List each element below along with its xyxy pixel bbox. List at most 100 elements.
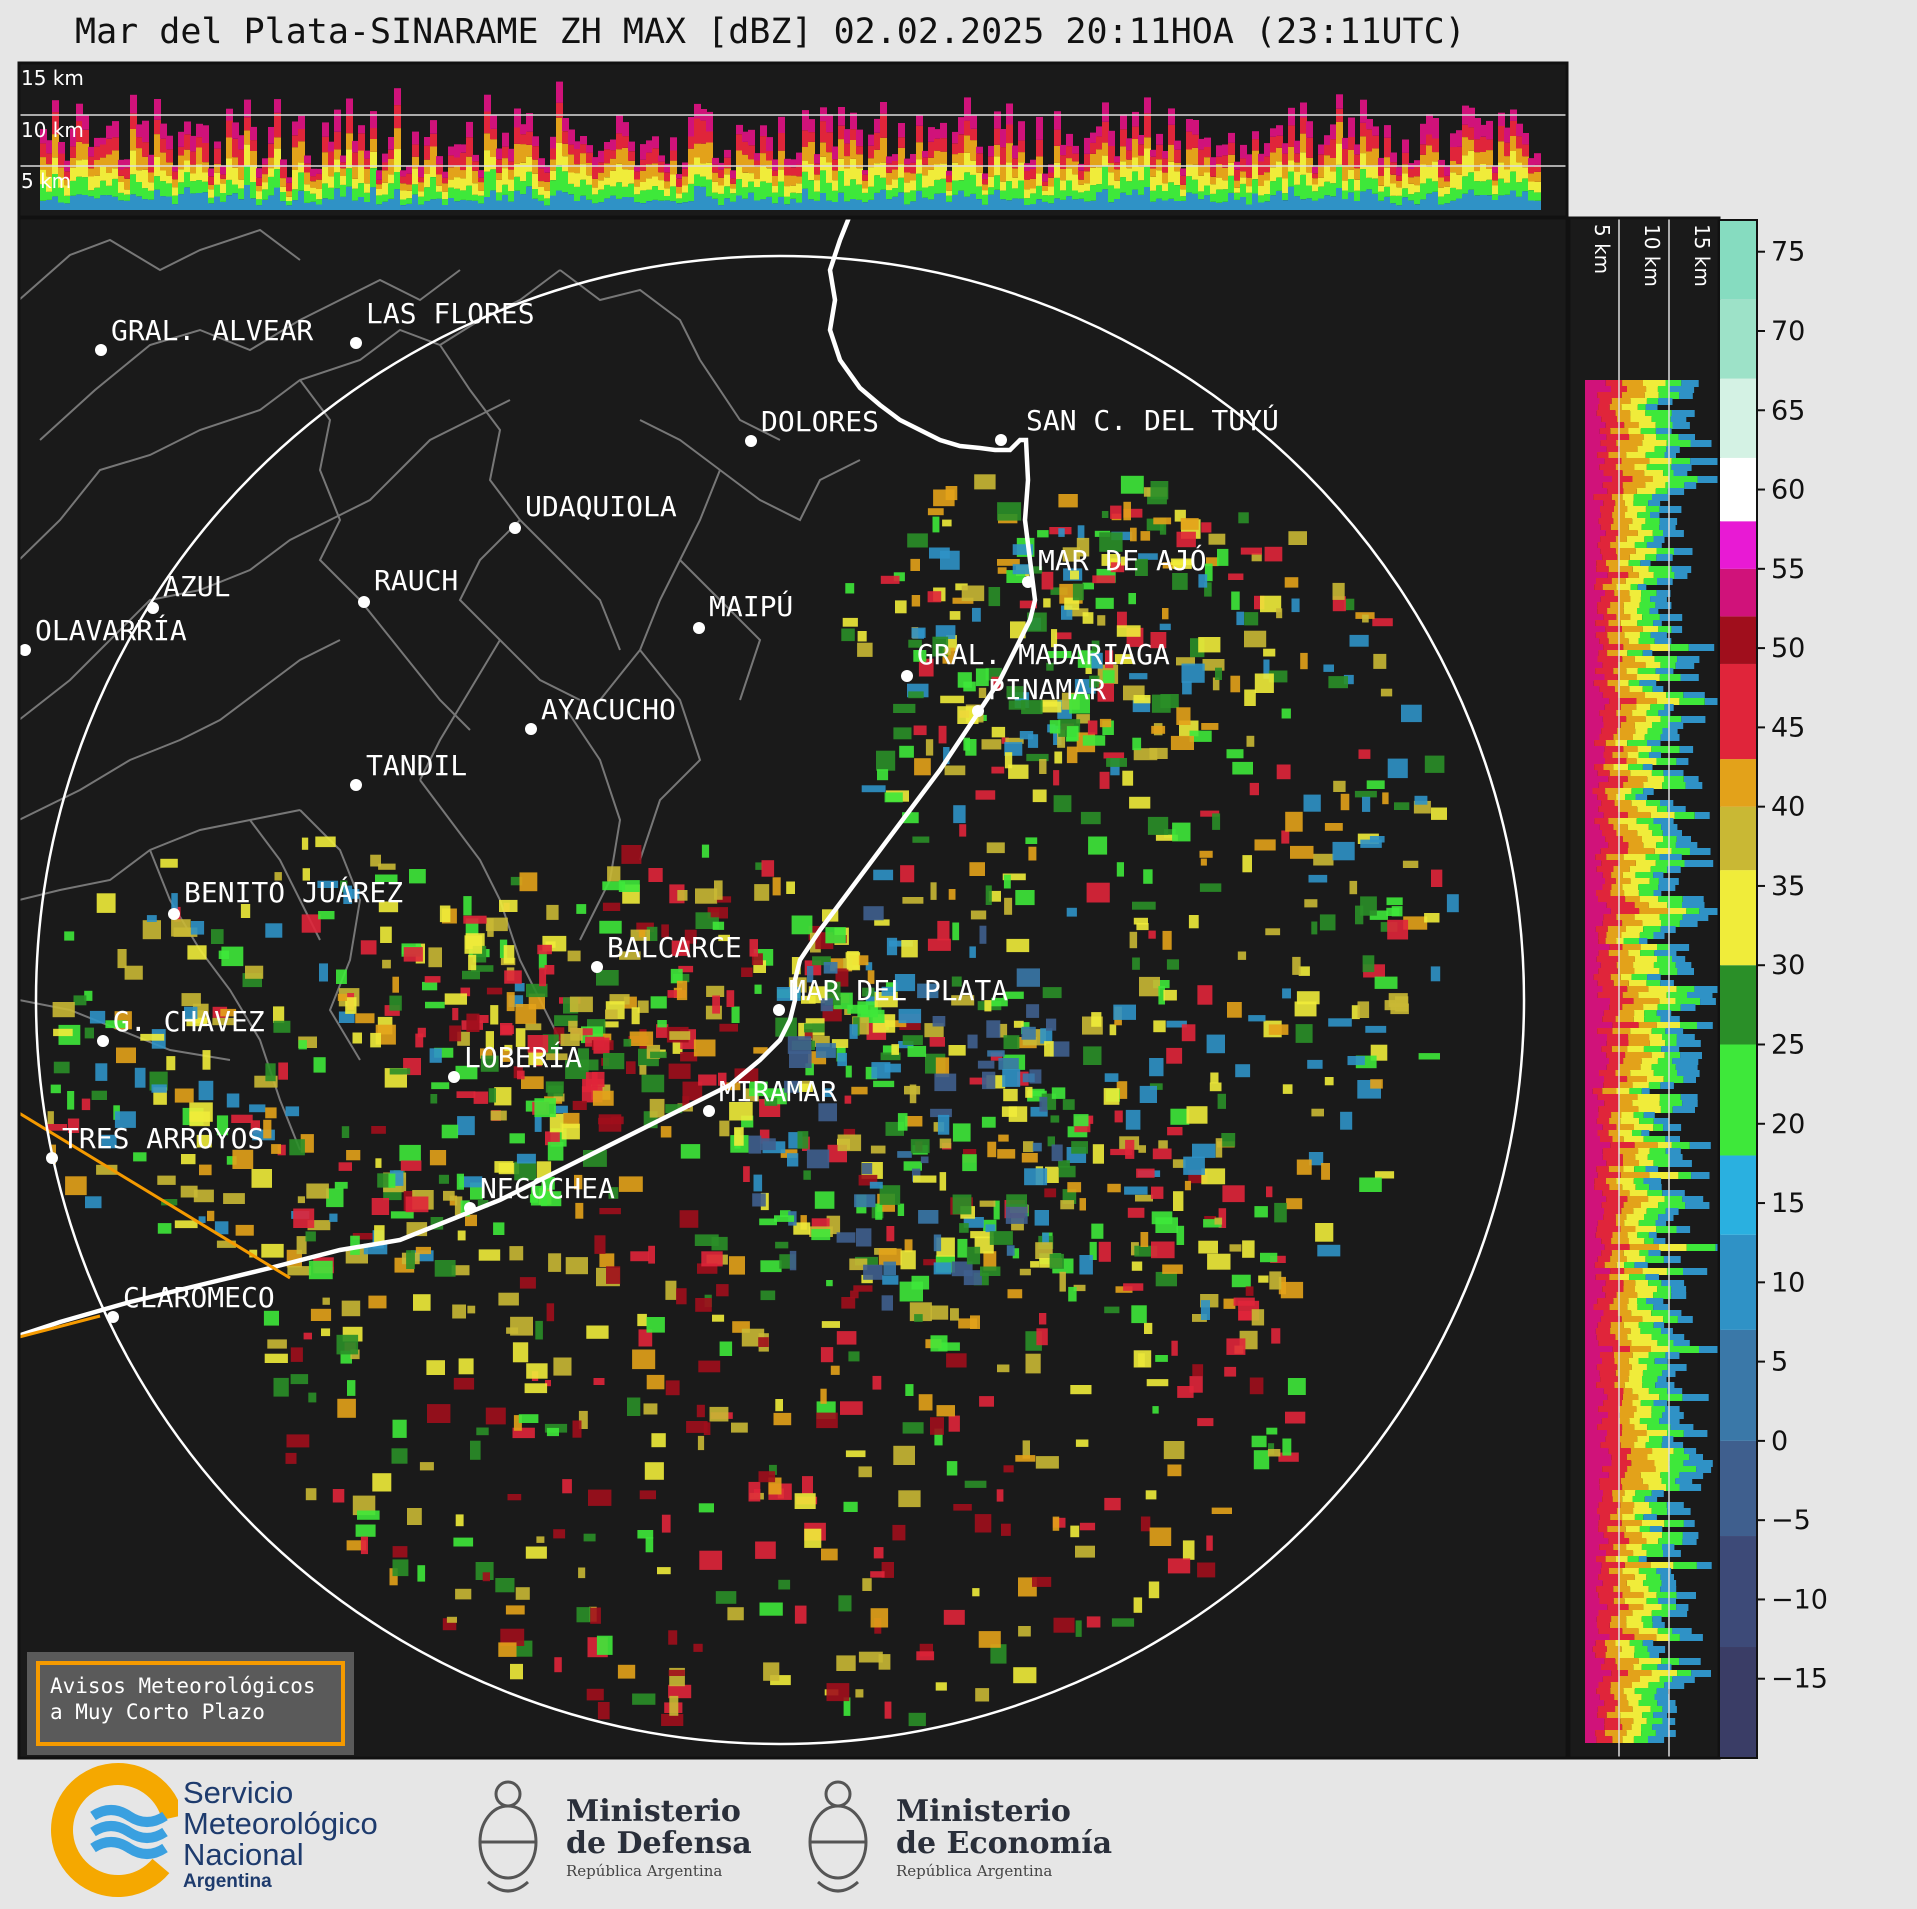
top-15km-label: 15 km <box>21 66 84 90</box>
city-marker <box>448 1071 460 1083</box>
city-label: MAR DEL PLATA <box>789 974 1008 1007</box>
colorbar-tick-label: 15 <box>1771 1188 1805 1219</box>
city-label: MIRAMAR <box>719 1075 837 1108</box>
colorbar-tick-label: 70 <box>1771 316 1805 347</box>
colorbar-segment <box>1719 1536 1757 1648</box>
defensa-line-1: Ministerio <box>566 1794 741 1829</box>
colorbar-tick-label: 55 <box>1771 554 1805 585</box>
colorbar <box>1719 220 1757 1758</box>
colorbar-segment <box>1719 568 1757 617</box>
colorbar-segment <box>1719 806 1757 871</box>
nowcast-notice: Avisos Meteorológicos a Muy Corto Plazo <box>27 1652 354 1755</box>
top-10km-label: 10 km <box>21 118 84 142</box>
city-label: MAIPÚ <box>709 589 793 623</box>
colorbar-tick-label: 0 <box>1771 1426 1788 1457</box>
city-label: OLAVARRÍA <box>35 613 187 647</box>
city-label: TRES ARROYOS <box>62 1122 264 1155</box>
city-marker <box>703 1105 715 1117</box>
colorbar-segment <box>1719 663 1757 760</box>
colorbar-segment <box>1719 759 1757 807</box>
city-marker <box>358 596 370 608</box>
city-label: LOBERÍA <box>464 1040 582 1074</box>
colorbar-tick-label: 75 <box>1771 237 1805 268</box>
city-label: UDAQUIOLA <box>525 490 677 523</box>
colorbar-segment <box>1719 220 1757 300</box>
colorbar-tick-label: 35 <box>1771 871 1805 902</box>
side-profile-echoes <box>1585 380 1719 1743</box>
colorbar-tick-label: 60 <box>1771 475 1805 506</box>
colorbar-tick-label: 5 <box>1771 1347 1788 1378</box>
colorbar-segment <box>1719 1647 1757 1758</box>
city-marker <box>901 670 913 682</box>
city-label: BALCARCE <box>607 931 742 964</box>
smn-logo-text: Servicio Meteorológico Nacional Argentin… <box>183 1777 378 1894</box>
colorbar-segment <box>1719 965 1757 1045</box>
map-panel-border <box>17 216 1569 1760</box>
page-title: Mar del Plata-SINARAME ZH MAX [dBZ] 02.0… <box>75 12 1466 52</box>
city-label: GRAL. ALVEAR <box>111 314 313 347</box>
city-marker <box>97 1035 109 1047</box>
colorbar-segment <box>1719 1155 1757 1235</box>
city-marker <box>147 602 159 614</box>
map-content: GRAL. ALVEAR LAS FLORES DOLORES SAN C. DEL … <box>19 218 1526 1746</box>
colorbar-tick-label: −15 <box>1771 1664 1828 1695</box>
notice-line-2: a Muy Corto Plazo <box>50 1700 265 1724</box>
city-label: AYACUCHO <box>541 693 676 726</box>
defensa-line-2: de Defensa <box>566 1826 752 1861</box>
side-5km-label: 5 km <box>1590 224 1614 274</box>
city-marker <box>509 522 521 534</box>
side-15km-label: 15 km <box>1690 224 1714 287</box>
side-10km-label: 10 km <box>1640 224 1664 287</box>
city-label: LAS FLORES <box>366 297 535 330</box>
argentina-coat-of-arms-icon <box>478 1780 538 1893</box>
colorbar-tick-label: 25 <box>1771 1029 1805 1060</box>
top-5km-label: 5 km <box>21 169 71 193</box>
colorbar-segment <box>1719 616 1757 664</box>
economia-line-3: República Argentina <box>896 1862 1053 1880</box>
city-marker <box>525 723 537 735</box>
city-label: CLAROMECO <box>123 1281 275 1314</box>
argentina-coat-of-arms-icon-2 <box>808 1780 868 1893</box>
defensa-logo-text: Ministerio de Defensa República Argentin… <box>566 1796 752 1882</box>
colorbar-segment <box>1719 521 1757 569</box>
city-marker <box>1022 576 1034 588</box>
colorbar-tick-label: 45 <box>1771 712 1805 743</box>
city-label: PINAMAR <box>988 673 1106 706</box>
city-marker <box>773 1004 785 1016</box>
city-marker <box>107 1311 119 1323</box>
notice-line-1: Avisos Meteorológicos <box>50 1674 316 1698</box>
colorbar-segment <box>1719 1234 1757 1330</box>
colorbar-segment <box>1719 1329 1757 1441</box>
city-label: GRAL. MADARIAGA <box>917 638 1170 671</box>
city-marker <box>46 1152 58 1164</box>
colorbar-segment <box>1719 378 1757 458</box>
city-marker <box>995 434 1007 446</box>
city-marker <box>95 344 107 356</box>
side-height-lines <box>1618 218 1670 1758</box>
city-label: RAUCH <box>374 564 458 597</box>
city-marker <box>693 622 705 634</box>
city-label: NECOCHEA <box>480 1172 615 1205</box>
colorbar-tick-label: 50 <box>1771 633 1805 664</box>
province-boundary-segment <box>19 1314 101 1339</box>
city-label: AZUL <box>163 570 230 603</box>
economia-line-2: de Economía <box>896 1826 1113 1861</box>
smn-line-2: Meteorológico <box>183 1806 378 1841</box>
smn-line-4: Argentina <box>183 1871 272 1892</box>
colorbar-tick-label: 10 <box>1771 1267 1805 1298</box>
colorbar-tick-label: 20 <box>1771 1109 1805 1140</box>
city-marker <box>350 337 362 349</box>
coastline <box>19 218 1038 1339</box>
city-label: TANDIL <box>366 749 467 782</box>
city-marker <box>168 908 180 920</box>
top-height-lines <box>19 114 1567 167</box>
city-marker <box>745 435 757 447</box>
colorbar-tick-label: 40 <box>1771 792 1805 823</box>
city-marker <box>972 705 984 717</box>
smn-line-3: Nacional <box>183 1837 304 1872</box>
city-marker <box>591 961 603 973</box>
district-boundaries <box>19 228 861 1151</box>
colorbar-tick-label: −5 <box>1771 1505 1811 1536</box>
reflectivity-echoes <box>36 474 1459 1727</box>
